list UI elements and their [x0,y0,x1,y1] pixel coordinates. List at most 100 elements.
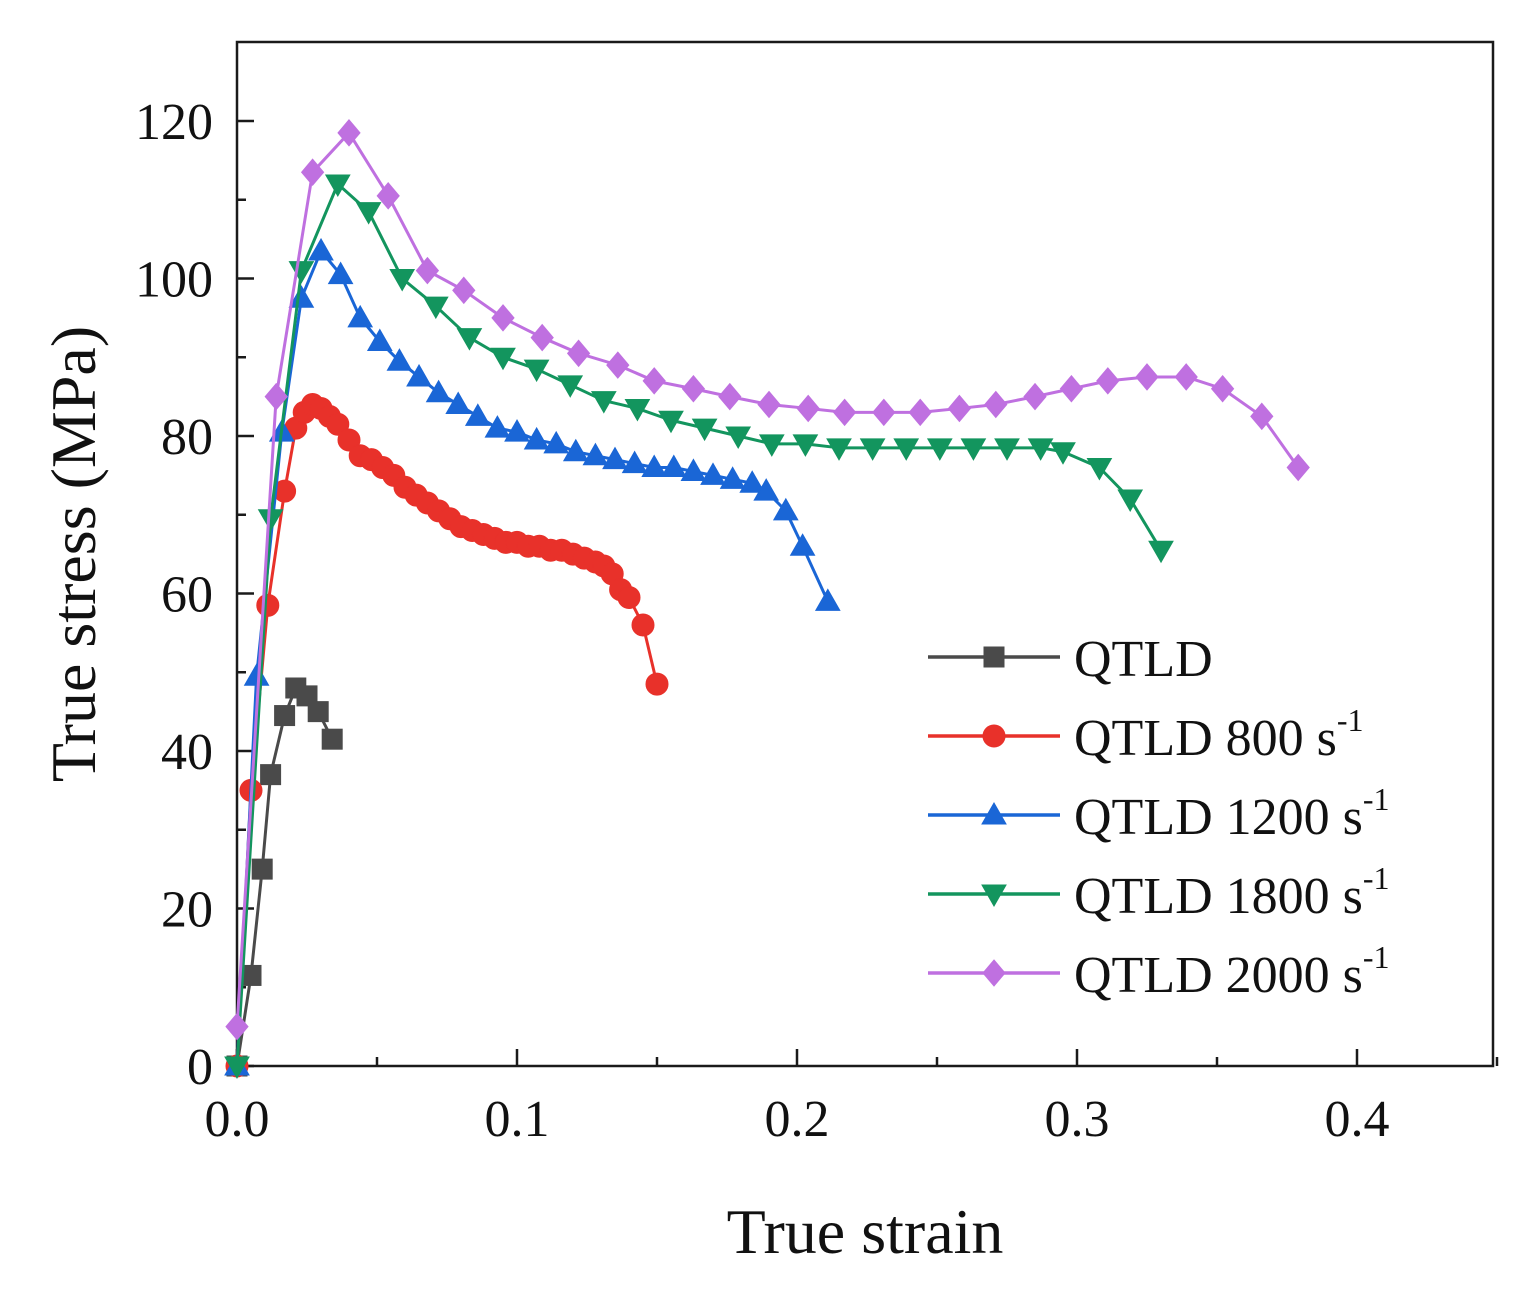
data-point-qtld-1800-s-1 [792,434,819,457]
data-point-qtld-1200-s-1 [464,403,491,426]
data-point-qtld-1200-s-1 [680,458,707,481]
data-point-qtld-2000-s-1 [1023,382,1047,411]
data-point-qtld-1800-s-1 [758,434,785,457]
y-tick-label: 0 [187,1039,213,1096]
data-point-qtld-1200-s-1 [562,438,589,462]
data-point-qtld-2000-s-1 [984,390,1008,419]
data-point-qtld-1800-s-1 [456,328,483,351]
data-point-qtld-2000-s-1 [337,119,361,147]
data-point-qtld [251,858,273,880]
data-point-qtld-1800-s-1 [1117,489,1144,513]
data-point-qtld-2000-s-1 [264,382,288,411]
data-point-qtld-2000-s-1 [491,304,515,332]
legend-item-qtld-1800-s-1: QTLD 1800 s-1 [928,860,1390,925]
data-point-qtld-2000-s-1 [642,367,666,395]
data-point-qtld-1200-s-1 [772,497,799,521]
data-point-qtld-1200-s-1 [753,478,780,501]
legend-label-exponent: -1 [1337,702,1364,738]
data-point-qtld-800-s-1 [256,593,280,617]
data-point-qtld-1200-s-1 [543,430,570,454]
data-point-qtld-1800-s-1 [324,174,351,198]
data-point-qtld-1800-s-1 [590,391,617,414]
data-point-qtld-1200-s-1 [386,348,413,371]
y-tick-label: 60 [161,567,213,624]
data-point-qtld-1800-s-1 [960,438,987,461]
data-point-qtld-1200-s-1 [366,328,393,351]
legend-item-qtld: QTLD [928,631,1213,688]
legend-marker [982,724,1006,748]
legend-item-qtld-2000-s-1: QTLD 2000 s-1 [928,939,1390,1004]
data-point-qtld-1800-s-1 [658,410,684,434]
data-point-qtld-1200-s-1 [327,261,354,285]
y-tick-label: 100 [135,252,213,309]
y-tick-label: 80 [161,409,213,466]
series-line-qtld-1800-s-1 [235,182,1163,1067]
data-point-qtld-2000-s-1 [415,256,440,285]
data-point-qtld-1800-s-1 [826,438,852,461]
data-point-qtld-1800-s-1 [1027,438,1054,461]
data-point-qtld-800-s-1 [617,585,641,609]
data-point-qtld-1200-s-1 [504,419,530,442]
legend-label-exponent: -1 [1363,939,1390,975]
legend-label: QTLD 1800 s-1 [1074,860,1390,925]
data-point-qtld-2000-s-1 [681,374,706,403]
legend-label: QTLD 800 s-1 [1074,702,1364,767]
data-point-qtld-1800-s-1 [389,269,416,292]
data-point-qtld-1200-s-1 [789,533,816,556]
data-point-qtld-2000-s-1 [1174,363,1198,391]
data-point-qtld-1200-s-1 [288,285,315,308]
series-qtld-1200-s-1 [224,237,841,1076]
data-point-qtld-800-s-1 [645,672,669,696]
data-point-qtld-2000-s-1 [566,339,591,368]
data-point-qtld-1800-s-1 [1050,442,1076,465]
axis-ticks [235,119,1499,1068]
legend-marker [982,959,1006,987]
legend-label: QTLD 2000 s-1 [1074,939,1390,1004]
data-point-qtld-1200-s-1 [445,391,472,414]
data-point-qtld-2000-s-1 [225,1012,249,1041]
data-point-qtld-1800-s-1 [422,296,449,320]
data-point-qtld-1800-s-1 [691,418,718,442]
data-point-qtld-1200-s-1 [660,454,687,477]
legend-item-qtld-1200-s-1: QTLD 1200 s-1 [928,781,1390,846]
series-qtld [226,677,343,1077]
data-point-qtld [307,701,329,723]
data-point-qtld-2000-s-1 [300,158,325,186]
series-qtld-800-s-1 [225,393,669,1078]
data-point-qtld-1200-s-1 [641,454,668,477]
data-point-qtld-2000-s-1 [1210,374,1235,403]
data-point-qtld-1800-s-1 [224,1056,250,1080]
legend-item-qtld-800-s-1: QTLD 800 s-1 [928,702,1364,767]
data-point-qtld [274,705,296,727]
data-point-qtld-2000-s-1 [1250,402,1274,431]
x-tick-label: 0.3 [1045,1091,1110,1148]
series-qtld-2000-s-1 [225,119,1310,1041]
data-point-qtld [296,685,318,707]
data-point-qtld-2000-s-1 [1059,374,1084,403]
axis-tick-labels: 0.0 0.1 0.2 0.3 0.4 0 20 40 60 80 100 120 [135,94,1390,1148]
data-point-qtld-1200-s-1 [484,415,511,438]
data-point-qtld-1200-s-1 [621,450,648,474]
data-point-qtld-800-s-1 [631,613,655,637]
series-layer [224,119,1310,1080]
y-tick-label: 40 [161,724,213,781]
data-point-qtld-1200-s-1 [814,588,841,611]
data-point-qtld-800-s-1 [337,428,361,452]
data-point-qtld-1200-s-1 [425,379,452,403]
data-point-qtld-1200-s-1 [739,470,766,493]
legend-label-exponent: -1 [1363,860,1390,896]
x-tick-label: 0.1 [485,1091,550,1148]
data-point-qtld-2000-s-1 [832,398,857,427]
x-axis-label: True strain [727,1196,1004,1267]
data-point-qtld-2000-s-1 [796,394,820,423]
data-point-qtld-1800-s-1 [557,375,584,398]
data-point-qtld-1800-s-1 [893,438,920,461]
plot-frame [235,40,1495,1068]
data-point-qtld-2000-s-1 [606,351,630,379]
data-point-qtld-1200-s-1 [719,466,746,489]
data-point-qtld [321,728,343,750]
y-axis-label: True stress (MPa) [38,326,109,782]
data-point-qtld-2000-s-1 [1286,453,1310,482]
legend-label: QTLD [1074,631,1213,688]
data-point-qtld-1200-s-1 [347,304,374,328]
